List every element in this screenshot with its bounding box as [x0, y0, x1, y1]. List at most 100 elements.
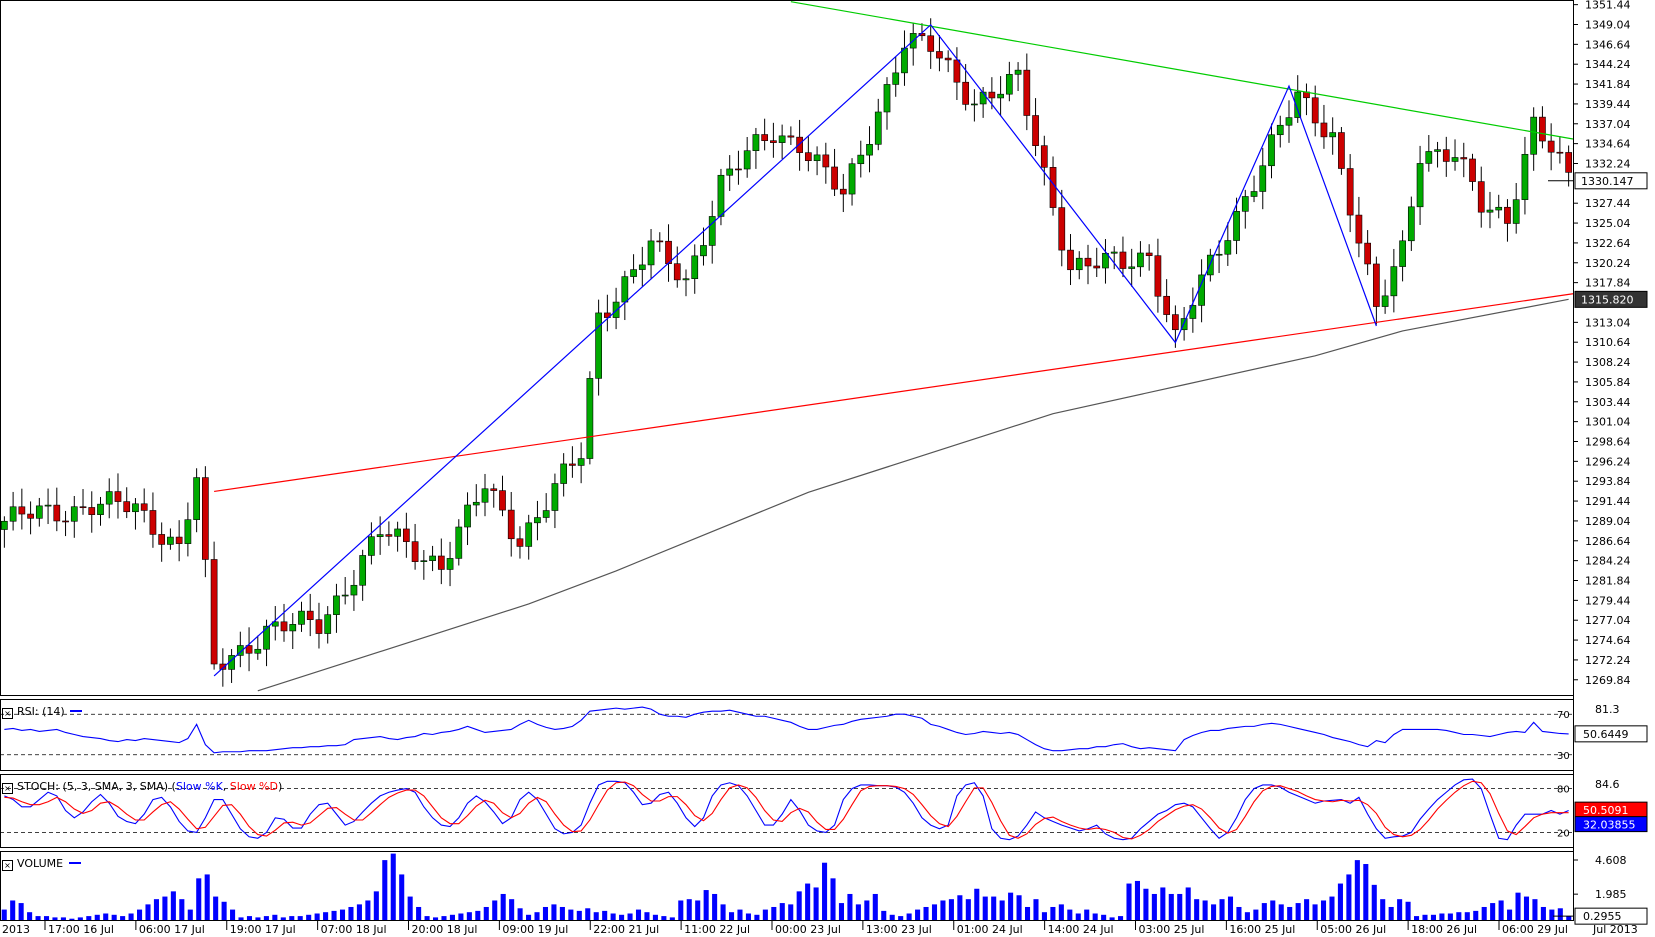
candle-up — [376, 534, 384, 537]
volume-bar — [458, 913, 464, 920]
candle-down — [1067, 249, 1074, 271]
volume-bar — [1507, 909, 1513, 920]
volume-bar — [1041, 912, 1047, 920]
price-tick-label: 1308.24 — [1585, 356, 1631, 369]
volume-bar — [576, 910, 582, 920]
candle-down — [158, 534, 166, 545]
price-tick-label: 1274.64 — [1585, 634, 1631, 647]
volume-bar — [1, 909, 7, 920]
candle-up — [1215, 253, 1223, 256]
price-tick-label: 1286.64 — [1585, 535, 1631, 548]
time-tick-label: 01:00 24 Jul — [957, 923, 1023, 936]
price-tick-label: 1334.64 — [1585, 138, 1631, 151]
candle-up — [630, 269, 637, 277]
time-tick-label: 2013 — [2, 923, 30, 936]
volume-bar — [1354, 860, 1360, 920]
stoch-slow-d-line — [4, 780, 1569, 840]
candle-up — [682, 278, 690, 281]
price-frame — [0, 0, 1574, 696]
volume-bar — [593, 912, 599, 920]
volume-bar — [1363, 864, 1369, 920]
candle-up — [1224, 240, 1232, 255]
volume-bar — [331, 910, 337, 920]
candle-down — [1373, 263, 1380, 307]
volume-bar — [348, 906, 354, 920]
volume-bar — [999, 900, 1005, 920]
candle-down — [315, 619, 323, 634]
stoch-k-legend: Slow %K — [175, 780, 223, 793]
collapse-icon[interactable]: × — [2, 860, 13, 871]
candle-down — [123, 501, 131, 513]
candle-up — [857, 154, 865, 165]
candle-down — [516, 538, 524, 547]
candle-down — [88, 507, 96, 515]
candle-down — [1023, 69, 1031, 116]
volume-bar — [881, 910, 887, 920]
volume-bar — [1456, 912, 1462, 920]
candle-down — [385, 534, 393, 537]
volume-bar — [432, 917, 439, 920]
candle-up — [1399, 240, 1406, 267]
candle-up — [105, 491, 113, 505]
time-tick-label: 09:00 19 Jul — [502, 923, 568, 936]
volume-bar — [1236, 906, 1242, 920]
candle-up — [1486, 209, 1494, 213]
collapse-icon[interactable]: × — [2, 708, 13, 719]
volume-bar — [399, 874, 405, 920]
volume-bar — [475, 910, 481, 920]
candle-up — [236, 645, 244, 656]
volume-bar — [813, 887, 819, 920]
candle-up — [420, 560, 428, 562]
candle-up — [70, 506, 78, 522]
volume-bar — [103, 913, 109, 920]
volume-bar — [771, 906, 777, 920]
volume-bar — [1270, 900, 1276, 920]
candle-up — [263, 625, 270, 650]
price-tick-label: 1277.04 — [1585, 614, 1631, 627]
candle-down — [18, 506, 26, 515]
price-tick-label: 1332.24 — [1585, 157, 1631, 170]
volume-value-box — [1574, 907, 1648, 925]
moving-average-line — [257, 298, 1569, 692]
volume-bar — [1481, 906, 1487, 920]
volume-bar — [1143, 888, 1149, 920]
volume-bar — [162, 896, 168, 920]
volume-bar — [551, 904, 557, 920]
volume-bar — [805, 883, 811, 920]
volume-bar — [1211, 904, 1217, 920]
collapse-icon[interactable]: × — [2, 783, 13, 794]
volume-bar — [974, 888, 980, 920]
candle-down — [1172, 314, 1179, 331]
volume-bar — [1084, 909, 1090, 920]
volume-bar — [1185, 887, 1191, 920]
volume-bar — [796, 891, 802, 920]
time-tick-label: 18:00 26 Jul — [1411, 923, 1477, 936]
volume-bar — [923, 906, 929, 920]
candle-up — [446, 558, 454, 570]
candle-up — [289, 624, 297, 632]
time-tick-label: 03:00 25 Jul — [1139, 923, 1205, 936]
volume-bar — [712, 893, 718, 920]
candle-down — [62, 520, 69, 523]
candle-down — [1058, 207, 1066, 251]
price-tick-label: 1339.44 — [1585, 98, 1631, 111]
volume-label: × VOLUME — [2, 857, 81, 871]
candle-up — [874, 111, 882, 145]
price-tick-label: 1346.64 — [1585, 38, 1631, 51]
volume-bar — [864, 900, 870, 920]
candle-down — [927, 35, 935, 52]
candle-down — [53, 504, 61, 522]
volume-bar — [1261, 903, 1267, 920]
price-tick-label: 1272.24 — [1585, 654, 1631, 667]
price-tick-label: 1301.04 — [1585, 416, 1631, 429]
candle-up — [1285, 117, 1293, 126]
volume-bar — [69, 918, 75, 920]
volume-bar — [1380, 899, 1386, 920]
volume-tick-label: 1.985 — [1595, 888, 1627, 901]
price-tick-label: 1322.64 — [1585, 237, 1631, 250]
candle-up — [971, 103, 978, 106]
candle-down — [656, 240, 664, 243]
candle-up — [1075, 257, 1083, 271]
candle-down — [1364, 242, 1371, 265]
candle-up — [700, 245, 707, 257]
